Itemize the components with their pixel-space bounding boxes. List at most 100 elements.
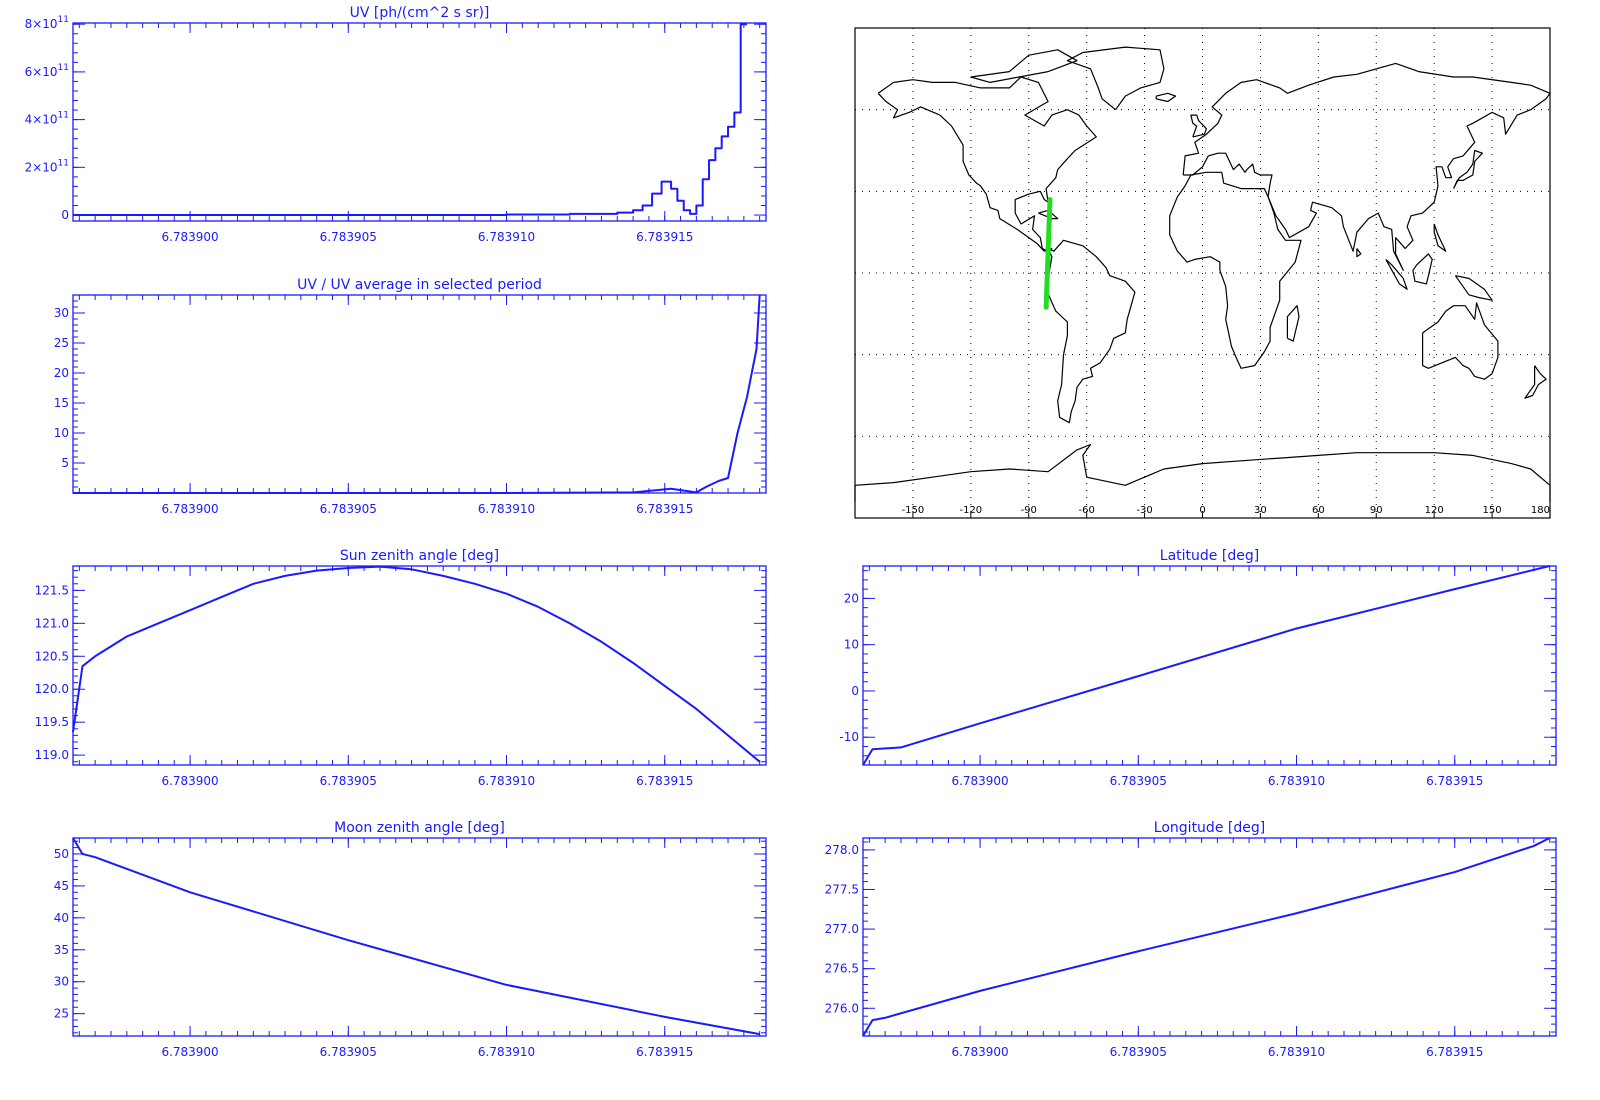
x-tick-label: 6.783900 [951,774,1008,788]
y-tick-label: 20 [54,366,69,380]
y-tick-label: 121.0 [35,616,69,630]
x-tick-label: 6.783915 [636,1045,693,1059]
chart-lat: Latitude [deg] 6.783900 6.783905 6.783910 6.… [839,548,1557,788]
y-tick-label: 121.5 [35,583,69,597]
y-tick-label: 0 [851,684,859,698]
y-tick-label: 276.5 [825,962,859,976]
chart-title: Longitude [deg] [1154,820,1265,836]
y-tick-label: 50 [54,847,69,861]
coastline-indonesia-borneo [1412,253,1433,285]
y-tick-label: 120.0 [35,682,69,696]
x-tick-label: 6.783905 [1110,774,1167,788]
x-tick-label: 6.783905 [320,774,377,788]
x-tick-label: 6.783905 [320,502,377,516]
map-x-tick-label: 90 [1370,505,1383,516]
map-x-tick-label: -60 [1078,505,1094,516]
series-line [862,837,1551,1037]
x-tick-label: 6.783900 [161,1045,218,1059]
map-x-tick-label: -90 [1021,505,1037,516]
y-tick-label: 6×1011 [25,63,69,79]
x-tick-label: 6.783900 [161,502,218,516]
x-tick-label: 6.783915 [636,774,693,788]
coastline-sumatra [1385,258,1408,290]
y-tick-label: 2×1011 [25,158,69,174]
chart-ratio: UV / UV average in selected period 6.7839… [54,277,767,516]
y-tick-label: 276.0 [825,1001,859,1015]
map-x-tick-label: 0 [1199,505,1205,516]
y-tick-label: 0 [61,208,69,222]
y-tick-label: 5 [61,456,69,470]
x-tick-label: 6.783900 [161,230,218,244]
x-tick-label: 6.783905 [320,230,377,244]
world-map-panel: -150 -120 -90 -60 -30 0 30 60 90 120 150 180 [854,27,1551,519]
y-tick-base: 4×10 [25,113,58,127]
coastline-greenland [1066,46,1165,111]
y-tick-label: 25 [54,1007,69,1021]
y-tick-base: 8×10 [25,17,58,31]
coastline-canadian-islands [970,49,1078,84]
plot-frame [862,837,1557,1037]
y-tick-label: 10 [54,426,69,440]
coastline-new-zealand [1524,365,1547,399]
x-tick-label: 6.783915 [1426,1045,1483,1059]
map-x-tick-label: 60 [1312,505,1325,516]
y-tick-label: 30 [54,975,69,989]
y-tick-label: 35 [54,943,69,957]
coastline-sri-lanka [1356,248,1362,258]
series-line [72,837,760,1036]
chart-title: Latitude [deg] [1160,548,1259,564]
y-tick-label: 119.5 [35,715,69,729]
y-tick-exponent: 11 [58,15,69,25]
x-tick-label: 6.783915 [636,502,693,516]
coastline-philippines [1433,223,1447,252]
plot-frame [72,565,767,766]
map-x-tick-label: -120 [959,505,982,516]
plot-frame [72,837,767,1037]
y-tick-label: 10 [844,638,859,652]
x-tick-label: 6.783905 [320,1045,377,1059]
series-line [73,23,748,217]
y-tick-exponent: 11 [58,158,69,168]
series-line [72,565,761,763]
x-tick-label: 6.783910 [1268,1045,1325,1059]
plot-frame [72,22,767,222]
coastline-new-guinea [1454,275,1493,301]
chart-lon: Longitude [deg] 6.783900 6.783905 6.783910 6… [825,820,1557,1059]
y-tick-label: 30 [54,306,69,320]
coastline-south-america [1045,239,1136,424]
coastline-africa [1169,171,1302,369]
satellite-track [1043,197,1053,310]
coastlines [854,46,1551,502]
y-tick-label: 278.0 [825,843,859,857]
y-tick-label: 45 [54,879,69,893]
map-x-tick-label: 180 [1531,505,1550,516]
chart-title: Moon zenith angle [deg] [334,820,505,836]
x-tick-label: 6.783910 [1268,774,1325,788]
map-x-tick-label: -150 [902,505,925,516]
chart-title: UV [ph/(cm^2 s sr)] [350,5,490,21]
y-tick-label: 119.0 [35,748,69,762]
y-tick-base: 2×10 [25,160,58,174]
coastline-iceland [1155,92,1177,103]
chart-panels: UV [ph/(cm^2 s sr)] 6.783900 6.783905 6.783… [25,5,1557,1059]
map-x-tick-label: -30 [1136,505,1152,516]
y-tick-label: -10 [839,730,859,744]
y-tick-label: 20 [844,591,859,605]
x-tick-label: 6.783910 [478,230,535,244]
x-tick-label: 6.783910 [478,774,535,788]
y-tick-label: 25 [54,336,69,350]
y-tick-label: 40 [54,911,69,925]
y-tick-base: 0 [61,208,69,222]
y-tick-label: 277.5 [825,882,859,896]
map-x-tick-label: 30 [1254,505,1267,516]
y-tick-exponent: 11 [58,63,69,73]
y-tick-label: 4×1011 [25,111,69,127]
map-x-tick-label: 120 [1425,505,1444,516]
y-tick-label: 277.0 [825,922,859,936]
y-tick-base: 6×10 [25,65,58,79]
y-tick-label: 120.5 [35,649,69,663]
x-tick-label: 6.783900 [161,774,218,788]
chart-title: UV / UV average in selected period [297,277,542,293]
y-tick-exponent: 11 [58,111,69,121]
